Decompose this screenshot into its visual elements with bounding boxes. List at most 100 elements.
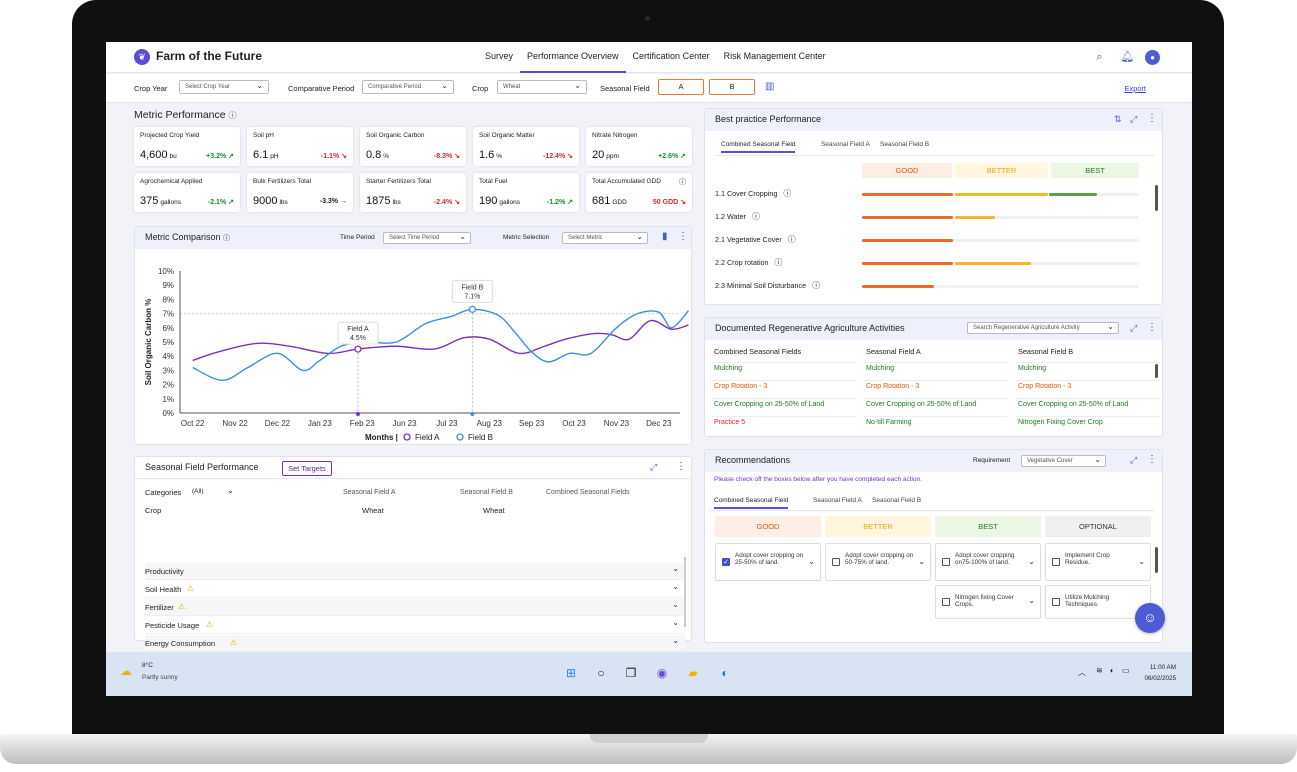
more-vertical-icon[interactable]: ⋮ (1147, 454, 1157, 465)
tab-seasonal-field-a[interactable]: Seasonal Field A (821, 141, 870, 148)
regen-search-select[interactable]: Search Regenerative Agriculture Activity (967, 322, 1119, 334)
sort-icon[interactable]: ⇅ (1114, 114, 1122, 124)
metric-card[interactable]: Total Accumulated GDD 681 GDD 50 GDD ↘ ⓘ (586, 173, 692, 212)
scrollbar[interactable] (1155, 547, 1158, 573)
accordion-row[interactable]: Energy Consumption ⚠ ⌄ (145, 635, 685, 652)
checkbox[interactable] (1052, 598, 1060, 606)
accordion-row[interactable]: Pesticide Usage ⚠ ⌄ (145, 617, 685, 634)
chevron-down-icon[interactable]: ⌄ (227, 486, 234, 495)
nav-survey[interactable]: Survey (485, 51, 514, 61)
chevron-down-icon[interactable]: ⌄ (1028, 596, 1035, 605)
accordion-row[interactable]: Soil Health ⚠ ⌄ (145, 581, 685, 598)
nav-performance-overview[interactable]: Performance Overview (520, 42, 626, 73)
metric-selection-select[interactable]: Select Metric (562, 232, 648, 244)
bell-icon[interactable]: 🔔︎ (1120, 51, 1135, 63)
chevron-down-icon[interactable]: ⌄ (672, 636, 679, 645)
scrollbar[interactable] (1155, 185, 1158, 211)
battery-icon[interactable]: ▭ (1122, 666, 1130, 675)
info-icon[interactable]: ⓘ (751, 212, 760, 221)
more-vertical-icon[interactable]: ⋮ (678, 231, 688, 242)
scrollbar[interactable] (1155, 364, 1158, 378)
chevron-down-icon[interactable]: ⌄ (672, 564, 679, 573)
edge-browser-icon[interactable]: ◐ (721, 666, 729, 680)
tab-seasonal-field-a[interactable]: Seasonal Field A (813, 497, 862, 504)
chevron-down-icon[interactable]: ⌄ (672, 618, 679, 627)
task-view-icon[interactable]: ❐ (625, 666, 637, 680)
field-a-button[interactable]: A (658, 79, 704, 95)
volume-icon[interactable]: ◖ (1109, 666, 1114, 675)
chevron-down-icon[interactable]: ⌄ (672, 582, 679, 591)
categories-select[interactable]: (All) (192, 488, 204, 495)
chat-icon[interactable]: ◉ (656, 666, 668, 680)
accordion-row[interactable]: Productivity ⌄ (145, 563, 685, 580)
nav-risk-management-center[interactable]: Risk Management Center (723, 51, 826, 61)
tab-combined-seasonal-field[interactable]: Combined Seasonal Field (721, 141, 796, 153)
field-b-button[interactable]: B (709, 79, 755, 95)
rec-item-better[interactable]: Adopt cover cropping on 50-75% of land. … (825, 543, 931, 581)
chevron-down-icon[interactable]: ⌄ (1138, 557, 1145, 566)
checkbox[interactable] (1052, 558, 1060, 566)
checkbox[interactable] (942, 598, 950, 606)
metric-card[interactable]: Total Fuel 190 gallons -1.2% ↗ (473, 173, 579, 212)
info-icon[interactable]: ⓘ (787, 235, 796, 244)
tab-seasonal-field-b[interactable]: Seasonal Field B (872, 497, 922, 504)
checkbox[interactable] (832, 558, 840, 566)
crop-select[interactable]: Wheat (497, 80, 587, 94)
metric-card[interactable]: Soil Organic Carbon 0.8% -8.3% ↘ (360, 127, 466, 166)
info-icon[interactable]: ⓘ (774, 258, 783, 267)
crop-year-select[interactable]: Select Crop Year (179, 80, 269, 94)
metric-card[interactable]: Bulk Fertilizers Total 9000 lbs -3.3% → (247, 173, 353, 212)
rec-item-optional[interactable]: Implement Crop Residue. ⌄ (1045, 543, 1151, 581)
rec-item-best-2[interactable]: Nitrogen fixing Cover Crops. ⌄ (935, 585, 1041, 619)
more-vertical-icon[interactable]: ⋮ (1147, 322, 1157, 333)
nav-certification-center[interactable]: Certification Center (632, 51, 710, 61)
expand-icon[interactable]: ⤢ (1130, 114, 1138, 124)
chevron-down-icon[interactable]: ⌄ (1028, 557, 1035, 566)
search-icon[interactable]: ⌕ (1096, 51, 1103, 63)
checkbox[interactable] (942, 558, 950, 566)
tab-combined-seasonal-field[interactable]: Combined Seasonal Field (714, 497, 789, 509)
metric-card[interactable]: Agrochemical Applied 375 gallons -2.1% ↗ (134, 173, 240, 212)
expand-icon[interactable]: ⤢ (1130, 323, 1138, 333)
chevron-down-icon[interactable]: ⌄ (672, 600, 679, 609)
chevron-up-icon[interactable]: ︿ (1078, 668, 1086, 677)
chatbot-icon[interactable]: ☺ (1135, 603, 1165, 633)
y-tick-label: 10% (158, 267, 174, 276)
info-icon[interactable]: ⓘ (228, 111, 237, 120)
chevron-down-icon[interactable]: ⌄ (808, 557, 815, 566)
export-link[interactable]: Export (1124, 84, 1146, 93)
time-period-select[interactable]: Select Time Period (383, 232, 471, 244)
file-explorer-icon[interactable]: ▰ (688, 666, 698, 680)
rec-item-good[interactable]: ✓ Adopt cover cropping on 25-50% of land… (715, 543, 821, 581)
map-icon[interactable]: ▥ (765, 81, 775, 92)
info-icon[interactable]: ⓘ (783, 189, 792, 198)
expand-icon[interactable]: ⤢ (650, 462, 658, 472)
info-icon[interactable]: ⓘ (679, 179, 686, 186)
bar-chart-icon[interactable]: ▮ (662, 231, 668, 242)
info-icon[interactable]: ⓘ (812, 281, 821, 290)
metric-card[interactable]: Soil Organic Matter 1.6% -12.4% ↘ (473, 127, 579, 166)
more-vertical-icon[interactable]: ⋮ (1147, 113, 1157, 124)
info-icon[interactable]: ⓘ (223, 235, 231, 242)
set-targets-button[interactable]: Set Targets (282, 461, 332, 476)
metric-card[interactable]: Projected Crop Yield 4,600 bu +3.2% ↗ (134, 127, 240, 166)
metric-card[interactable]: Soil pH 6.1 pH -1.1% ↘ (247, 127, 353, 166)
comparative-period-select[interactable]: Comparative Period (362, 80, 454, 94)
metric-card[interactable]: Nitrate Nitrogen 20 ppm +2.6% ↗ (586, 127, 692, 166)
requirement-select[interactable]: Vegetative Cover (1021, 455, 1106, 467)
windows-start-icon[interactable]: ⊞ (565, 666, 577, 680)
tab-seasonal-field-b[interactable]: Seasonal Field B (880, 141, 930, 148)
scrollbar[interactable] (684, 557, 686, 627)
chevron-down-icon[interactable]: ⌄ (918, 557, 925, 566)
expand-icon[interactable]: ⤢ (1130, 455, 1138, 465)
rec-item-optional-2[interactable]: Utilize Mulching Techniques. (1045, 585, 1151, 619)
wifi-icon[interactable]: ≋ (1096, 666, 1103, 675)
accordion-row[interactable]: Fertilizer ⚠ ⌄ (145, 599, 685, 616)
more-vertical-icon[interactable]: ⋮ (676, 461, 686, 472)
checkbox-checked[interactable]: ✓ (722, 558, 730, 566)
weather-icon[interactable]: ☁ (120, 664, 132, 678)
rec-item-best[interactable]: Adopt cover cropping on75-100% of land. … (935, 543, 1041, 581)
search-icon[interactable]: ○ (597, 666, 605, 680)
metric-card[interactable]: Starter Fertilizers Total 1875 lbs -2.4% ↘ (360, 173, 466, 212)
user-avatar-icon[interactable]: ● (1145, 50, 1160, 65)
